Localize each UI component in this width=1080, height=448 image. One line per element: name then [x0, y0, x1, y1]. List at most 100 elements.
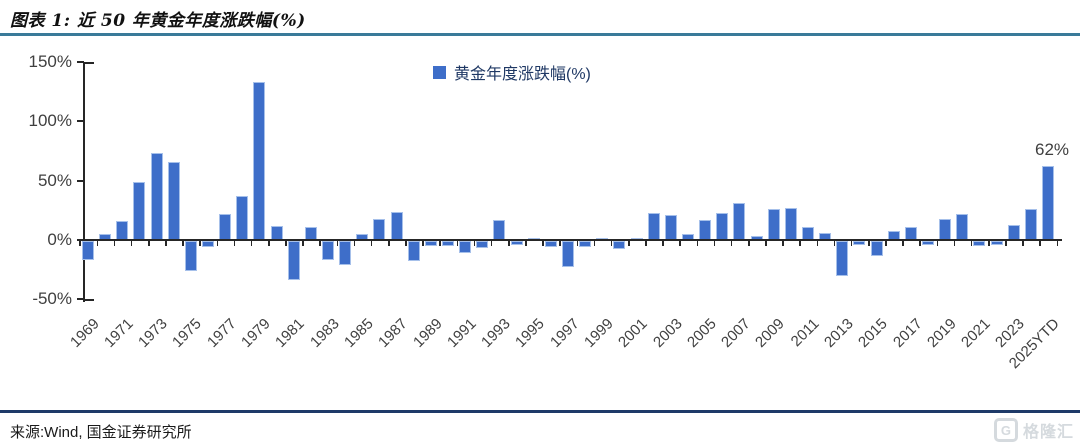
- bar-2022: [990, 241, 1003, 245]
- bar-1983: [322, 241, 334, 260]
- x-axis-label-2019: 2019: [923, 315, 960, 351]
- x-axis-tick: [593, 241, 596, 246]
- bar-2010: [784, 207, 797, 240]
- bar-1976: [202, 241, 214, 247]
- bar-1973: [150, 153, 163, 240]
- bar-1975: [184, 241, 197, 271]
- x-axis-label-1983: 1983: [306, 315, 343, 351]
- y-axis-label-100: 100%: [28, 111, 72, 131]
- x-axis-label-1979: 1979: [238, 315, 274, 351]
- x-axis-tick: [508, 241, 510, 246]
- bar-1980: [270, 225, 283, 240]
- bar-2019: [939, 218, 952, 240]
- bar-2005: [699, 219, 712, 240]
- x-axis-tick: [988, 241, 990, 246]
- x-axis-label-2009: 2009: [752, 315, 789, 351]
- y-axis-label-150: 150%: [28, 51, 72, 71]
- x-axis-tick: [919, 241, 921, 246]
- bar-2013: [836, 241, 849, 276]
- bar-1998: [579, 241, 592, 247]
- data-label-2025YTD: 62%: [1034, 140, 1070, 159]
- x-axis-tick: [319, 241, 321, 246]
- x-axis-tick: [730, 241, 733, 246]
- x-axis-tick: [1056, 241, 1059, 246]
- bar-1981: [287, 241, 300, 281]
- x-axis-tick: [422, 241, 424, 246]
- bar-1972: [133, 181, 146, 240]
- x-axis-label-2015: 2015: [855, 315, 891, 351]
- y-axis-label--50: -50%: [32, 289, 72, 309]
- y-axis-tick: [77, 60, 84, 63]
- x-axis-label-2011: 2011: [787, 315, 823, 351]
- x-axis-tick: [302, 241, 304, 246]
- x-axis-tick: [165, 241, 167, 246]
- x-axis-tick: [765, 241, 767, 246]
- x-axis-tick: [610, 241, 613, 246]
- y-axis-tick: [77, 120, 84, 123]
- x-axis-tick: [525, 241, 527, 246]
- y-axis-tick: [77, 179, 84, 182]
- x-axis-tick: [1005, 241, 1007, 246]
- x-axis-label-1989: 1989: [409, 315, 446, 351]
- x-axis-tick: [285, 241, 287, 246]
- chart-title: 图表 1: 近 50 年黄金年度涨跌幅(%): [10, 11, 306, 31]
- x-axis-tick: [748, 241, 750, 246]
- x-axis-tick: [645, 241, 647, 246]
- x-axis-label-2013: 2013: [820, 315, 857, 351]
- bar-2002: [647, 212, 660, 240]
- x-axis-tick: [233, 241, 236, 246]
- bar-2003: [664, 215, 677, 240]
- bar-2020: [956, 213, 969, 240]
- x-axis-tick: [79, 241, 81, 246]
- y-axis-line: [83, 62, 85, 302]
- x-axis-tick: [936, 241, 939, 246]
- bar-2000: [613, 241, 626, 250]
- x-axis-label-1977: 1977: [203, 315, 240, 351]
- bar-1988: [407, 241, 420, 262]
- x-axis-tick: [250, 241, 253, 246]
- x-axis-tick: [868, 241, 870, 246]
- bar-1978: [236, 196, 249, 240]
- bar-2007: [733, 203, 746, 240]
- x-axis-label-1971: 1971: [100, 315, 137, 351]
- legend-label: 黄金年度涨跌幅(%): [454, 66, 591, 83]
- x-axis-tick: [885, 241, 887, 246]
- x-axis-tick: [628, 241, 630, 246]
- bar-1986: [373, 218, 386, 240]
- x-axis-label-1981: 1981: [272, 315, 309, 351]
- bar-2023: [1007, 224, 1020, 240]
- y-axis-bottom-cap: [85, 299, 94, 301]
- bar-2024: [1024, 209, 1037, 240]
- x-axis-tick: [696, 241, 699, 246]
- bar-2014: [853, 241, 866, 245]
- x-axis-tick: [1039, 241, 1041, 246]
- source-note: 来源:Wind, 国金证券研究所: [10, 424, 192, 441]
- bar-2009: [767, 209, 780, 240]
- bar-1997: [562, 241, 574, 268]
- x-axis-tick: [113, 241, 116, 246]
- x-axis-zero-line: [83, 239, 1062, 241]
- x-axis-label-1991: 1991: [443, 315, 480, 351]
- x-axis-tick: [1022, 241, 1024, 246]
- bar-1991: [459, 241, 472, 253]
- x-axis-label-1995: 1995: [512, 315, 549, 351]
- bar-1969: [82, 241, 94, 260]
- y-axis-tick: [77, 298, 84, 301]
- x-axis-tick: [96, 241, 99, 246]
- x-axis-tick: [799, 241, 801, 246]
- x-axis-label-2005: 2005: [683, 315, 720, 351]
- bar-1971: [116, 221, 129, 240]
- x-axis-label-1973: 1973: [135, 315, 171, 351]
- x-axis-tick: [456, 241, 459, 246]
- bar-1993: [493, 219, 506, 240]
- gelonghui-logo-text: 格隆汇: [1022, 424, 1074, 441]
- bar-2015: [870, 241, 883, 257]
- x-axis-label-1969: 1969: [66, 315, 103, 351]
- y-axis-top-cap: [85, 62, 94, 64]
- x-axis-label-2007: 2007: [718, 315, 754, 351]
- bar-2025YTD: [1042, 166, 1054, 240]
- gelonghui-watermark: G 格隆汇: [993, 418, 1074, 442]
- bar-1979: [253, 82, 266, 240]
- bar-1974: [167, 161, 180, 240]
